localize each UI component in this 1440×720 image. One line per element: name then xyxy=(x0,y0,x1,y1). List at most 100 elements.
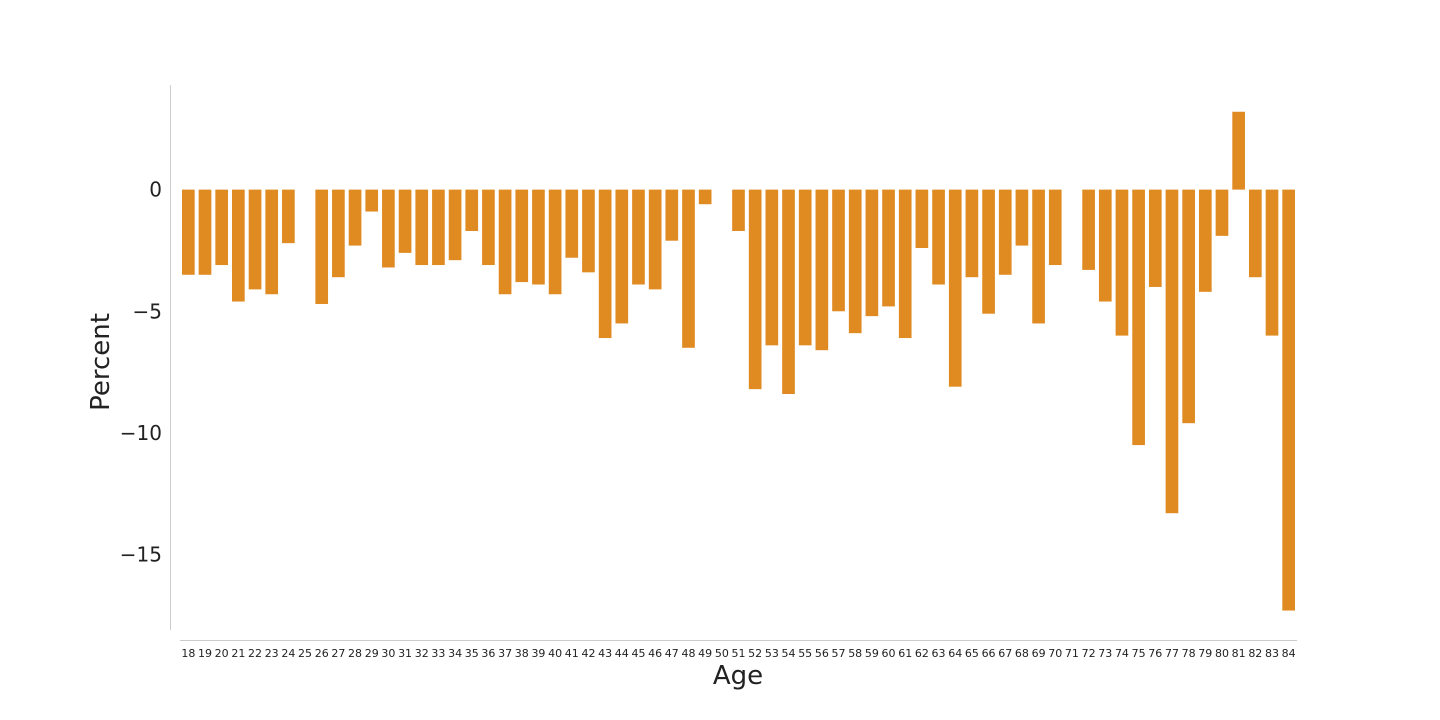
x-tick-label: 18 xyxy=(181,647,195,660)
x-tick-label: 30 xyxy=(381,647,395,660)
x-tick-label: 19 xyxy=(198,647,212,660)
bar-age-52 xyxy=(748,189,762,390)
x-tick-label: 49 xyxy=(698,647,712,660)
y-axis-title: Percent xyxy=(86,313,116,411)
x-tick-label: 20 xyxy=(215,647,229,660)
x-tick-label: 66 xyxy=(982,647,996,660)
x-tick-label: 28 xyxy=(348,647,362,660)
x-tick-label: 43 xyxy=(598,647,612,660)
bars-group xyxy=(182,111,1295,611)
x-tick-label: 41 xyxy=(565,647,579,660)
bar-age-42 xyxy=(582,189,595,273)
x-tick-label: 59 xyxy=(865,647,879,660)
x-tick-label: 36 xyxy=(481,647,495,660)
bar-age-48 xyxy=(682,189,695,348)
bar-age-67 xyxy=(998,189,1012,275)
bar-age-49 xyxy=(698,189,712,205)
bar-age-72 xyxy=(1082,189,1095,270)
bar-age-70 xyxy=(1048,189,1062,266)
x-tick-label: 38 xyxy=(515,647,529,660)
x-tick-label: 42 xyxy=(581,647,595,660)
bar-age-32 xyxy=(415,189,429,266)
x-tick-label: 35 xyxy=(465,647,479,660)
bar-age-59 xyxy=(865,189,879,317)
x-tick-label: 62 xyxy=(915,647,929,660)
bar-age-36 xyxy=(482,189,495,266)
bar-age-53 xyxy=(765,189,779,346)
bar-age-54 xyxy=(782,189,795,394)
x-tick-label: 54 xyxy=(782,647,796,660)
bar-age-51 xyxy=(732,189,745,231)
bar-age-19 xyxy=(198,189,212,275)
y-tick-label: −10 xyxy=(120,421,162,445)
x-tick-label: 34 xyxy=(448,647,462,660)
bar-age-40 xyxy=(548,189,562,295)
bar-age-23 xyxy=(265,189,279,295)
bar-age-68 xyxy=(1015,189,1029,246)
bar-age-18 xyxy=(182,189,195,275)
x-tick-label: 81 xyxy=(1232,647,1246,660)
bar-age-47 xyxy=(665,189,679,241)
bar-age-62 xyxy=(915,189,929,249)
bar-age-66 xyxy=(982,189,995,314)
bar-age-80 xyxy=(1215,189,1229,236)
x-tick-label: 64 xyxy=(948,647,962,660)
bar-age-38 xyxy=(515,189,529,283)
x-tick-label: 29 xyxy=(365,647,379,660)
x-tick-label: 44 xyxy=(615,647,629,660)
bar-age-84 xyxy=(1282,189,1295,611)
x-tick-label: 82 xyxy=(1248,647,1262,660)
x-tick-label: 84 xyxy=(1282,647,1296,660)
x-tick-label: 57 xyxy=(832,647,846,660)
x-tick-label: 75 xyxy=(1132,647,1146,660)
x-tick-label: 53 xyxy=(765,647,779,660)
bar-age-35 xyxy=(465,189,479,231)
x-tick-label: 78 xyxy=(1182,647,1196,660)
bar-age-74 xyxy=(1115,189,1129,336)
x-tick-label: 25 xyxy=(298,647,312,660)
x-tick-label: 21 xyxy=(231,647,245,660)
bar-age-63 xyxy=(932,189,945,285)
x-tick-label: 60 xyxy=(882,647,896,660)
bar-age-41 xyxy=(565,189,579,258)
bar-age-24 xyxy=(282,189,295,244)
x-tick-label: 69 xyxy=(1032,647,1046,660)
x-tick-label: 23 xyxy=(265,647,279,660)
bar-age-46 xyxy=(648,189,662,290)
x-tick-label: 67 xyxy=(998,647,1012,660)
bar-age-29 xyxy=(365,189,379,212)
bar-age-69 xyxy=(1032,189,1045,324)
x-tick-label: 74 xyxy=(1115,647,1129,660)
x-tick-label: 33 xyxy=(431,647,445,660)
bar-age-60 xyxy=(882,189,895,307)
x-tick-label: 48 xyxy=(681,647,695,660)
x-tick-label: 73 xyxy=(1098,647,1112,660)
x-tick-label: 31 xyxy=(398,647,412,660)
bar-age-21 xyxy=(232,189,245,302)
bar-age-55 xyxy=(798,189,812,346)
bar-age-34 xyxy=(448,189,462,261)
x-tick-label: 52 xyxy=(748,647,762,660)
x-tick-label: 68 xyxy=(1015,647,1029,660)
x-tick-label: 26 xyxy=(315,647,329,660)
x-tick-label: 72 xyxy=(1082,647,1096,660)
bar-age-20 xyxy=(215,189,229,266)
bar-age-75 xyxy=(1132,189,1145,446)
bar-age-45 xyxy=(632,189,645,285)
bar-age-64 xyxy=(948,189,962,387)
x-tick-label: 27 xyxy=(331,647,345,660)
bar-age-57 xyxy=(832,189,845,312)
bar-age-43 xyxy=(598,189,612,339)
bar-age-77 xyxy=(1165,189,1179,514)
bar-age-31 xyxy=(398,189,412,253)
bar-age-22 xyxy=(248,189,262,290)
x-tick-label: 51 xyxy=(732,647,746,660)
bar-age-39 xyxy=(532,189,545,285)
bar-age-37 xyxy=(498,189,512,295)
x-tick-label: 50 xyxy=(715,647,729,660)
bar-age-44 xyxy=(615,189,629,324)
bar-age-82 xyxy=(1248,189,1262,278)
bar-age-79 xyxy=(1198,189,1212,292)
y-tick-label: −5 xyxy=(133,299,162,323)
